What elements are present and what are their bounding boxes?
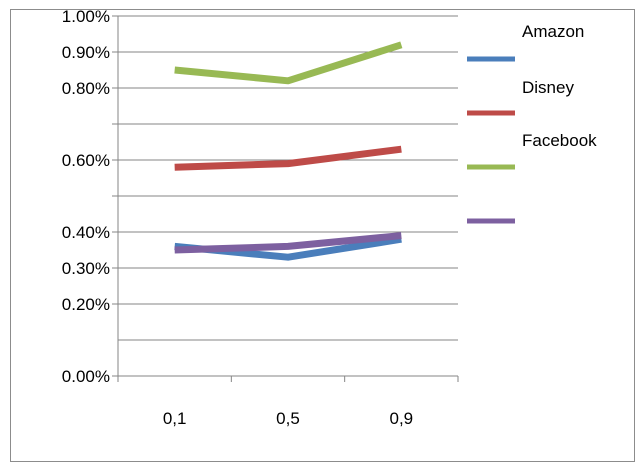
- series-line-disney: [174, 145, 402, 171]
- x-tick-label: 0,9: [390, 409, 414, 428]
- y-tick-label: 0.60%: [62, 151, 110, 170]
- legend: Amazon Disney Facebook: [467, 22, 597, 224]
- series-line-facebook: [174, 41, 403, 85]
- y-tick-label: 0.30%: [62, 259, 110, 278]
- x-tick-label: 0,5: [276, 409, 300, 428]
- axes: 0.00% 0.20% 0.30% 0.40% 0.60% 0.80% 0.90% 1.00%…: [62, 7, 459, 428]
- x-tick-label: 0,1: [163, 409, 187, 428]
- y-tick-label: 1.00%: [62, 7, 110, 26]
- gridlines: [118, 15, 458, 341]
- legend-label: Facebook: [522, 131, 597, 150]
- y-tick-label: 0.20%: [62, 295, 110, 314]
- y-tick-label: 0.90%: [62, 43, 110, 62]
- chart-frame: [10, 9, 635, 462]
- series-lines: [174, 41, 403, 261]
- y-tick-label: 0.80%: [62, 79, 110, 98]
- y-tick-label: 0.00%: [62, 367, 110, 386]
- legend-label: Amazon: [522, 22, 584, 41]
- legend-label: Disney: [522, 78, 574, 97]
- y-tick-label: 0.40%: [62, 223, 110, 242]
